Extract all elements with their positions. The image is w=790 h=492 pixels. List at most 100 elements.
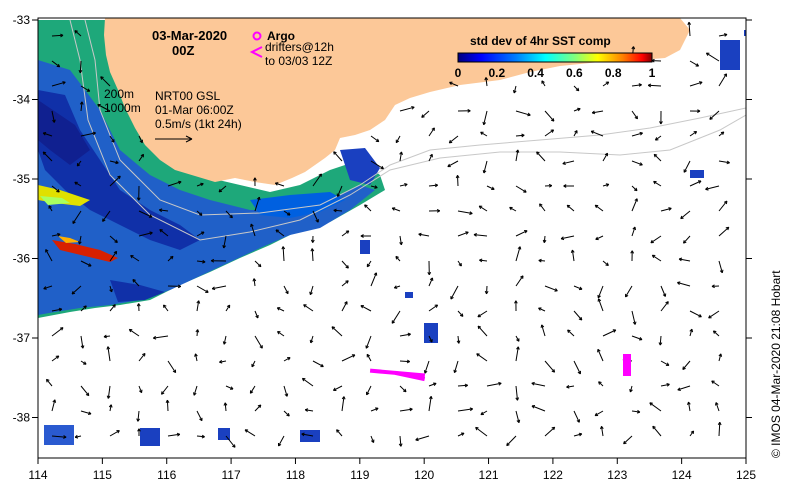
current-time: 01-Mar 06:00Z bbox=[155, 103, 234, 117]
current-arrow bbox=[428, 395, 433, 412]
current-arrow bbox=[250, 223, 256, 237]
colorbar-tick-label: 1 bbox=[649, 66, 656, 80]
current-arrow bbox=[253, 177, 257, 187]
current-arrow bbox=[76, 160, 82, 167]
current-arrow bbox=[167, 360, 177, 374]
current-arrow bbox=[602, 329, 617, 337]
current-arrow bbox=[570, 249, 575, 262]
current-arrow bbox=[423, 360, 430, 374]
current-arrow bbox=[341, 280, 349, 287]
current-arrow bbox=[341, 260, 349, 269]
current-arrow bbox=[418, 232, 430, 237]
current-arrow bbox=[573, 310, 583, 321]
current-arrow bbox=[598, 381, 604, 387]
current-arrow bbox=[630, 250, 635, 262]
current-arrow bbox=[478, 205, 488, 212]
x-tick-label: 124 bbox=[672, 468, 692, 482]
current-arrow bbox=[106, 385, 111, 399]
current-arrow bbox=[544, 183, 553, 188]
drifter-tracks bbox=[369, 354, 631, 382]
current-arrow bbox=[333, 208, 343, 213]
current-arrow bbox=[631, 226, 636, 237]
current-arrow bbox=[254, 310, 259, 319]
current-arrow bbox=[455, 175, 460, 187]
current-arrow bbox=[71, 285, 82, 295]
current-arrow bbox=[276, 307, 285, 312]
current-arrow bbox=[51, 60, 61, 68]
current-arrow bbox=[428, 183, 438, 188]
current-arrow bbox=[482, 160, 488, 174]
current-arrow bbox=[631, 198, 638, 212]
current-arrow bbox=[573, 107, 581, 112]
current-arrow bbox=[591, 110, 604, 115]
current-arrow bbox=[573, 285, 583, 291]
current-arrow bbox=[109, 430, 120, 437]
current-arrow bbox=[301, 432, 314, 437]
current-arrow bbox=[484, 285, 489, 295]
current-arrow bbox=[449, 81, 459, 87]
current-arrow bbox=[218, 185, 227, 193]
current-arrow bbox=[399, 183, 408, 187]
current-arrow bbox=[659, 110, 663, 125]
current-arrow bbox=[210, 258, 227, 263]
current-arrow bbox=[336, 429, 343, 437]
credit-text: © IMOS 04-Mar-2020 21:08 Hobart bbox=[769, 270, 783, 458]
current-arrow bbox=[109, 285, 113, 293]
current-arrow bbox=[486, 185, 495, 190]
current-arrow bbox=[399, 359, 410, 364]
current-arrow bbox=[80, 360, 87, 365]
current-arrow bbox=[74, 181, 82, 187]
current-arrow bbox=[680, 210, 691, 220]
current-arrow bbox=[399, 151, 403, 162]
current-arrow bbox=[682, 360, 691, 370]
current-arrow bbox=[370, 272, 378, 287]
current-arrow bbox=[479, 258, 488, 263]
current-arrow bbox=[573, 360, 581, 375]
current-arrow bbox=[597, 285, 604, 299]
current-arrow bbox=[51, 399, 57, 412]
current-arrow bbox=[283, 210, 291, 216]
current-arrow bbox=[244, 429, 256, 437]
current-arrow bbox=[196, 210, 203, 216]
current-arrow bbox=[196, 259, 206, 264]
current-arrow bbox=[223, 402, 228, 412]
current-arrow bbox=[540, 324, 546, 337]
current-arrow bbox=[136, 185, 141, 201]
current-arrow bbox=[72, 210, 82, 224]
current-arrow bbox=[480, 410, 488, 416]
current-arrow bbox=[515, 110, 531, 117]
current-arrow bbox=[80, 335, 85, 349]
current-arrow bbox=[196, 434, 205, 439]
current-arrow bbox=[515, 275, 524, 287]
current-arrow bbox=[473, 233, 488, 237]
current-arrow bbox=[689, 180, 702, 187]
current-arrow bbox=[395, 255, 401, 262]
current-arrow bbox=[625, 285, 633, 298]
current-arrow bbox=[538, 307, 546, 312]
current-arrow bbox=[283, 357, 291, 362]
current-arrow bbox=[51, 435, 67, 439]
current-arrow bbox=[310, 248, 315, 262]
current-arrow bbox=[97, 104, 111, 112]
current-arrow bbox=[364, 204, 372, 212]
current-arrow bbox=[541, 80, 546, 87]
y-tick-label: -35 bbox=[13, 172, 31, 186]
current-arrow bbox=[602, 260, 609, 266]
current-arrow bbox=[222, 235, 227, 249]
current-arrow bbox=[677, 385, 691, 391]
current-arrow bbox=[573, 130, 578, 137]
current-arrow bbox=[132, 279, 140, 287]
current-arrow bbox=[399, 407, 413, 412]
current-arrow bbox=[80, 385, 90, 397]
x-tick-label: 123 bbox=[607, 468, 627, 482]
contour-label-1000m: 1000m bbox=[104, 101, 141, 115]
current-arrow bbox=[254, 196, 261, 212]
plot-frame bbox=[37, 17, 747, 459]
colorbar-tick-label: 0 bbox=[455, 66, 462, 80]
current-arrow bbox=[360, 305, 372, 312]
current-arrow bbox=[515, 133, 525, 138]
current-source: NRT00 GSL bbox=[155, 89, 220, 103]
current-arrow bbox=[689, 328, 694, 337]
current-arrow bbox=[161, 385, 169, 395]
